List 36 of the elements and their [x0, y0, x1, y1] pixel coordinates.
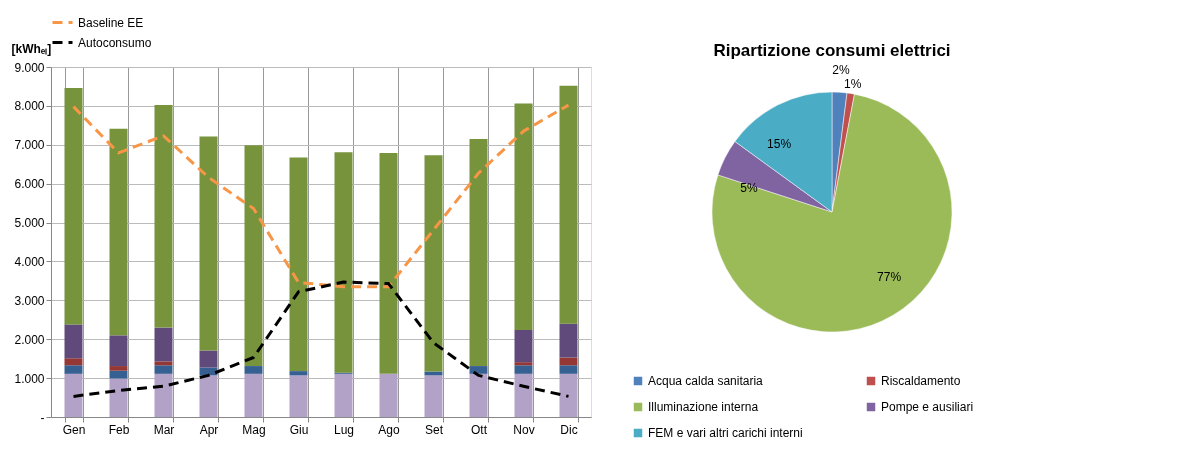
x-tick-label: Gen	[62, 422, 86, 437]
y-tick-label: 9.000	[14, 60, 45, 75]
legend-label: Acqua calda sanitaria	[648, 374, 764, 388]
y-tick-label: 6.000	[14, 177, 45, 192]
legend-label: Pompe e ausiliari	[881, 400, 974, 414]
y-tick-label: -	[40, 410, 45, 425]
x-tick-label: Mag	[242, 422, 266, 437]
data-label: 5%	[740, 180, 759, 195]
y-tick-label: 4.000	[14, 254, 45, 269]
x-tick-label: Ott	[470, 422, 488, 437]
y-tick-label: 7.000	[14, 138, 45, 153]
x-tick-label: Feb	[108, 422, 130, 437]
y-tick-label: 1.000	[14, 371, 45, 386]
legend-label: Autoconsumo	[78, 35, 152, 50]
data-label: 2%	[832, 63, 850, 78]
y-tick-label: 3.000	[14, 293, 45, 308]
x-tick-label: Mar	[153, 422, 175, 437]
x-tick-label: Apr	[199, 422, 219, 437]
chart-title: Ripartizione consumi elettrici	[713, 41, 951, 61]
x-tick-label: Nov	[513, 422, 535, 437]
legend-label: FEM e vari altri carichi interni	[648, 426, 803, 440]
x-tick-label: Set	[424, 422, 444, 437]
y-tick-label: 2.000	[14, 332, 45, 347]
data-label: 15%	[767, 136, 792, 151]
y-tick-label: 8.000	[14, 99, 45, 114]
x-tick-label: Ago	[378, 422, 400, 437]
x-tick-label: Giu	[289, 422, 309, 437]
data-label: 77%	[877, 269, 902, 284]
legend-label: Riscaldamento	[881, 374, 961, 388]
x-tick-label: Lug	[333, 422, 355, 437]
legend-label: Baseline EE	[78, 15, 144, 30]
data-label: 1%	[844, 77, 862, 92]
y-tick-label: 5.000	[14, 216, 45, 231]
x-tick-label: Dic	[560, 422, 578, 437]
legend-label: Illuminazione interna	[648, 400, 759, 414]
y-axis-title: [kWhₑₗ]	[11, 41, 52, 56]
